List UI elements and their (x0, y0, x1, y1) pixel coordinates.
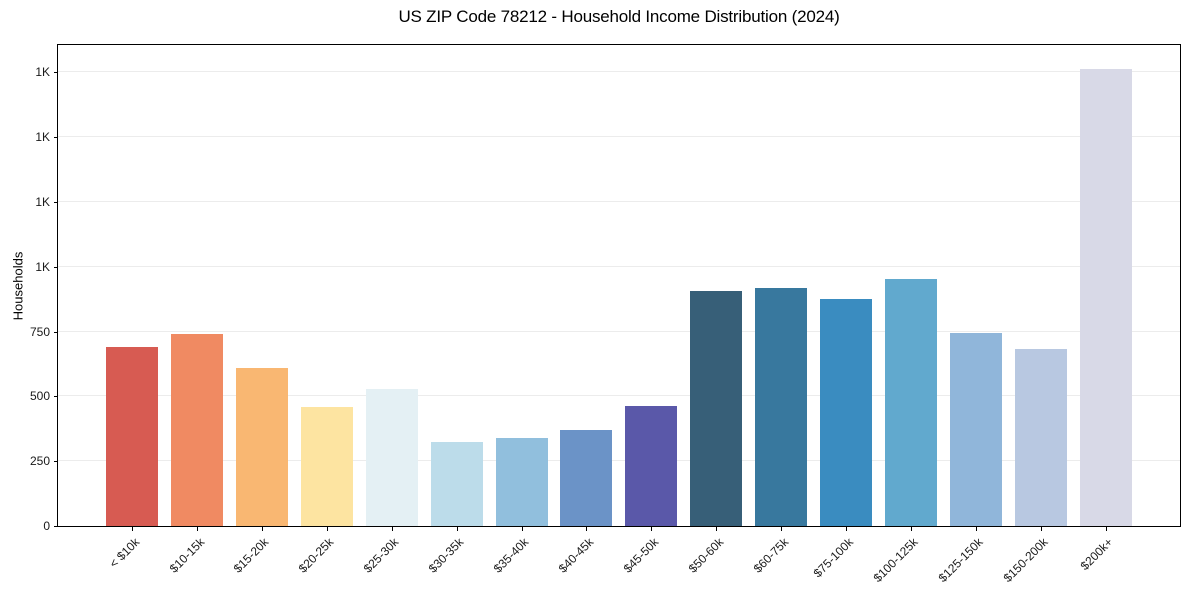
y-tick-label: 1K (35, 194, 50, 209)
gridline (58, 265, 1180, 267)
y-tick-label: 750 (29, 324, 50, 339)
x-tick-mark (975, 527, 977, 531)
x-tick-label: $30-35k (425, 535, 467, 576)
y-axis-label: Households (10, 251, 26, 321)
y-tick-mark (54, 201, 58, 203)
bar-14 (949, 333, 1002, 526)
y-tick-label: 250 (29, 454, 50, 469)
x-tick-mark (1040, 527, 1042, 531)
gridline (58, 395, 1180, 397)
x-tick-mark (1105, 527, 1107, 531)
x-tick-label: $15-20k (231, 535, 272, 576)
x-tick-mark (261, 527, 263, 531)
gridline (58, 460, 1180, 462)
x-tick-label: $60-75k (750, 535, 792, 576)
chart-title: US ZIP Code 78212 - Household Income Dis… (398, 7, 840, 26)
y-tick-label: 1K (35, 130, 50, 145)
x-tick-mark (716, 527, 718, 531)
x-tick-mark (846, 527, 848, 531)
y-tick-mark (54, 137, 58, 139)
y-tick-label: 1K (35, 259, 50, 274)
x-tick-label: $200k+ (1077, 535, 1116, 573)
bar-9 (625, 406, 678, 526)
bar-1 (106, 347, 158, 526)
gridline (58, 330, 1180, 332)
gridline (58, 136, 1180, 138)
x-tick-label: $125-150k (935, 535, 986, 586)
bar-12 (820, 298, 873, 526)
x-tick-mark (326, 527, 328, 531)
y-tick-label: 0 (43, 519, 50, 533)
bar-10 (690, 290, 743, 526)
gridline (58, 71, 1180, 73)
x-tick-mark (521, 527, 523, 531)
y-tick-mark (54, 72, 58, 74)
x-tick-label: $75-100k (810, 535, 857, 581)
y-tick-mark (54, 331, 58, 333)
bar-6 (430, 442, 483, 526)
x-tick-mark (196, 527, 198, 531)
y-tick-label: 500 (29, 389, 50, 404)
bar-15 (1014, 348, 1067, 526)
x-tick-label: $50-60k (685, 535, 727, 576)
bar-7 (495, 438, 548, 526)
x-tick-label: $25-30k (361, 535, 402, 576)
x-tick-mark (911, 527, 913, 531)
bar-11 (755, 288, 808, 526)
bar-13 (885, 278, 938, 526)
y-tick-mark (54, 526, 58, 527)
x-tick-label: $45-50k (620, 535, 662, 576)
plot-area: 0 250 500 750 1K 1K 1K 1K < $10k $10-15k $15-20k $… (30, 44, 1181, 585)
x-tick-mark (456, 527, 458, 531)
x-tick-label: < $10k (106, 535, 142, 571)
x-tick-mark (586, 527, 588, 531)
x-tick-mark (391, 527, 393, 531)
x-tick-label: $40-45k (555, 535, 597, 576)
y-tick-mark (54, 396, 58, 398)
y-tick-mark (54, 461, 58, 463)
x-tick-label: $100-125k (870, 535, 921, 586)
x-tick-label: $10-15k (166, 535, 207, 576)
x-tick-mark (781, 527, 783, 531)
bar-16 (1079, 69, 1132, 526)
x-tick-label: $150-200k (1000, 535, 1051, 586)
x-tick-mark (132, 527, 133, 531)
bar-3 (235, 367, 288, 526)
y-tick-label: 1K (35, 65, 50, 80)
y-tick-mark (54, 266, 58, 268)
x-tick-label: $20-25k (296, 535, 337, 576)
bar-5 (365, 388, 418, 526)
bar-4 (300, 406, 353, 526)
bar-8 (560, 430, 613, 526)
bars-container (58, 45, 1180, 526)
bar-2 (170, 333, 223, 526)
x-tick-label: $35-40k (490, 535, 532, 576)
x-tick-mark (651, 527, 653, 531)
gridline (58, 200, 1180, 202)
